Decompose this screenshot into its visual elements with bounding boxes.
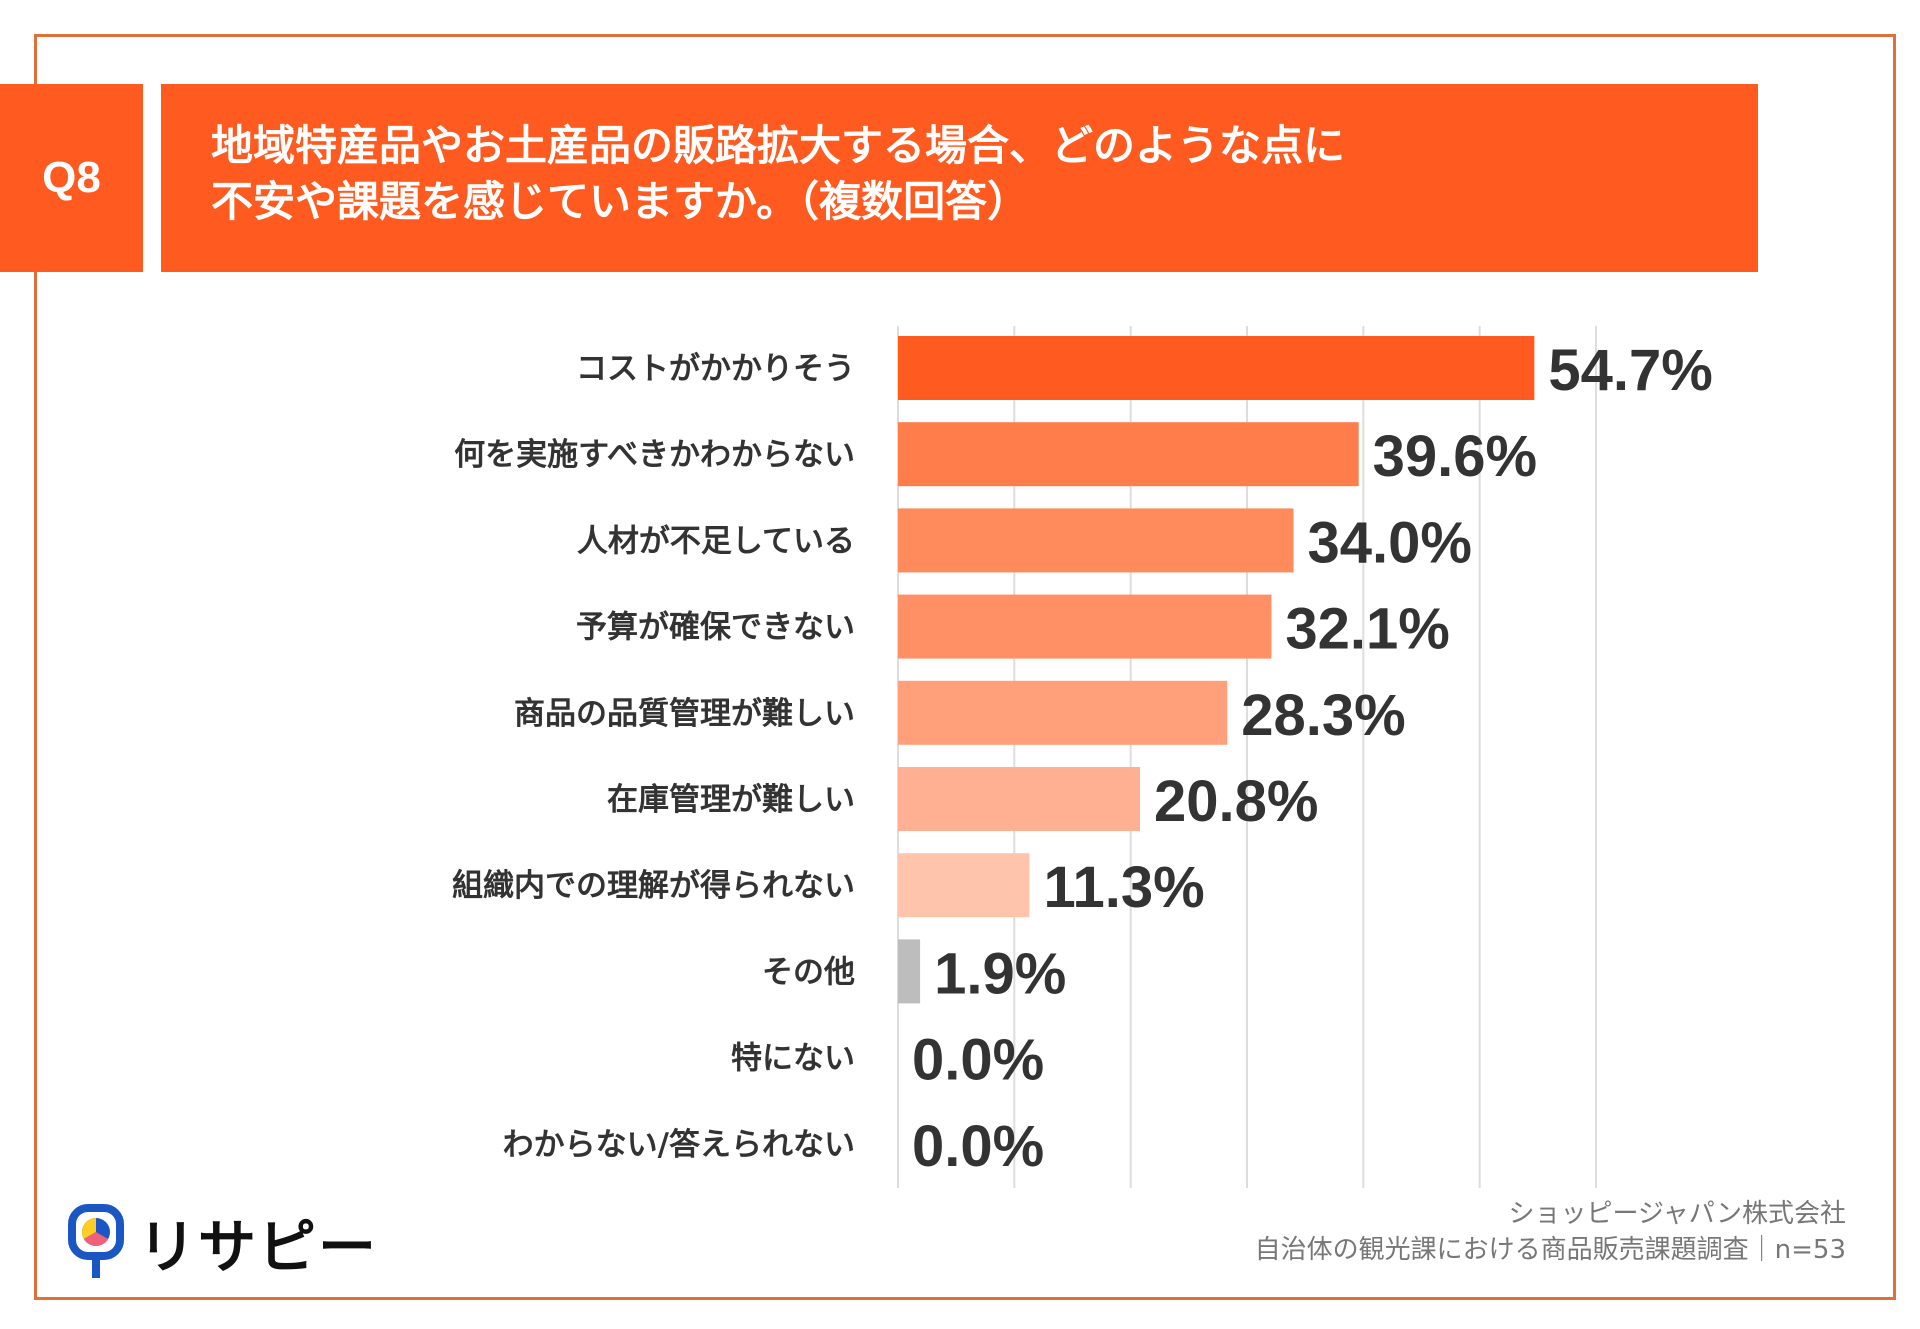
title-line-2: 不安や課題を感じていますか。（複数回答） [211,177,1030,226]
page-title: 地域特産品やお土産品の販路拡大する場合、どのような点に 不安や課題を感じています… [161,84,1758,272]
value-label: 28.3% [1241,683,1405,748]
chart-frame [34,34,1896,1300]
bar [898,939,921,1004]
value-label: 11.3% [1043,855,1204,920]
category-label: わからない/答えられない [503,1127,855,1163]
footer-company: ショッピージャパン株式会社 [1508,1199,1846,1229]
bar [898,508,1294,573]
category-label: 人材が不足している [577,523,855,559]
category-label: コストがかかりそう [576,351,855,387]
logo-text: リサピー [138,1213,379,1281]
category-label: 商品の品質管理が難しい [514,696,855,732]
value-label: 34.0% [1308,510,1472,575]
category-label: その他 [762,954,855,990]
footer: ショッピージャパン株式会社 自治体の観光課における商品販売課題調査｜n=53 [1255,1196,1846,1268]
footer-survey: 自治体の観光課における商品販売課題調査｜n=53 [1254,1235,1846,1265]
title-line-1: 地域特産品やお土産品の販路拡大する場合、どのような点に [211,121,1346,170]
value-label: 32.1% [1285,597,1449,662]
value-label: 20.8% [1154,769,1318,834]
value-label: 1.9% [934,941,1066,1006]
logo-pin-icon [68,1204,124,1278]
category-label: 予算が確保できない [576,610,855,646]
bar [898,422,1359,487]
logo: リサピー [68,1200,378,1284]
bar [898,767,1140,831]
value-label: 0.0% [912,1114,1044,1179]
bar [898,594,1272,659]
question-number: Q8 [0,84,143,272]
value-label: 54.7% [1548,338,1712,403]
bar [898,853,1030,918]
category-label: 特にない [731,1041,855,1077]
bar [898,680,1228,745]
value-label: 0.0% [912,1028,1044,1093]
bar [898,336,1535,400]
category-label: 組織内での理解が得られない [452,868,855,904]
value-label: 39.6% [1373,424,1537,489]
category-label: 何を実施すべきかわからない [454,437,855,473]
category-label: 在庫管理が難しい [607,782,855,818]
